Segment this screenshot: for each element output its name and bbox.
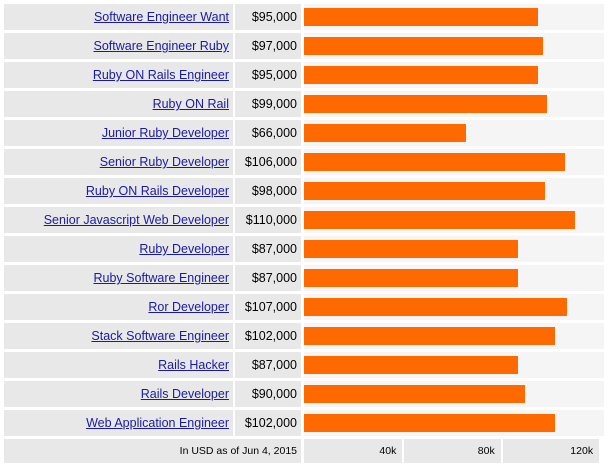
salary-bar bbox=[304, 298, 568, 316]
job-title-link[interactable]: Ruby Software Engineer bbox=[93, 271, 230, 285]
job-title-link[interactable]: Web Application Engineer bbox=[86, 416, 229, 430]
job-title-link[interactable]: Rails Hacker bbox=[158, 358, 229, 372]
salary-value-label: $95,000 bbox=[235, 4, 301, 30]
salary-row: Ror Developer $107,000 bbox=[4, 294, 604, 320]
salary-bar bbox=[304, 95, 548, 113]
salary-table: Software Engineer Want $95,000 Software En… bbox=[4, 4, 604, 463]
salary-value-label: $95,000 bbox=[235, 62, 301, 88]
salary-row: Web Application Engineer $102,000 bbox=[4, 410, 604, 436]
bar-track bbox=[304, 91, 604, 117]
salary-value-label: $107,000 bbox=[235, 294, 301, 320]
job-title-link[interactable]: Software Engineer Want bbox=[93, 10, 229, 24]
salary-bar bbox=[304, 269, 518, 287]
salary-value-label: $98,000 bbox=[235, 178, 301, 204]
job-title-cell: Ruby Software Engineer bbox=[4, 265, 233, 291]
salary-row: Ruby Software Engineer $87,000 bbox=[4, 265, 604, 291]
bar-track bbox=[304, 33, 604, 59]
bar-track bbox=[304, 62, 604, 88]
job-title-link[interactable]: Senior Javascript Web Developer bbox=[43, 213, 229, 227]
salary-value-label: $87,000 bbox=[235, 265, 301, 291]
salary-row: Ruby ON Rails Engineer $95,000 bbox=[4, 62, 604, 88]
job-title-link[interactable]: Ruby Developer bbox=[139, 242, 229, 256]
job-title-cell: Ruby Developer bbox=[4, 236, 233, 262]
salary-row: Senior Javascript Web Developer $110,000 bbox=[4, 207, 604, 233]
salary-row: Ruby Developer $87,000 bbox=[4, 236, 604, 262]
job-title-link[interactable]: Rails Developer bbox=[140, 387, 229, 401]
salary-row: Junior Ruby Developer $66,000 bbox=[4, 120, 604, 146]
salary-value-label: $99,000 bbox=[235, 91, 301, 117]
bar-track bbox=[304, 294, 604, 320]
bar-track bbox=[304, 410, 604, 436]
bar-track bbox=[304, 207, 604, 233]
job-title-link[interactable]: Junior Ruby Developer bbox=[101, 126, 229, 140]
salary-row: Ruby ON Rail $99,000 bbox=[4, 91, 604, 117]
bar-track bbox=[304, 120, 604, 146]
salary-bar bbox=[304, 37, 543, 55]
salary-value-label: $87,000 bbox=[235, 236, 301, 262]
salary-row: Rails Hacker $87,000 bbox=[4, 352, 604, 378]
salary-bar bbox=[304, 66, 538, 84]
salary-bar bbox=[304, 327, 555, 345]
salary-row: Software Engineer Want $95,000 bbox=[4, 4, 604, 30]
salary-bar bbox=[304, 8, 538, 26]
job-title-cell: Ruby ON Rails Developer bbox=[4, 178, 233, 204]
x-tick-label: 80k bbox=[404, 439, 501, 463]
job-title-cell: Software Engineer Want bbox=[4, 4, 233, 30]
salary-bar bbox=[304, 385, 526, 403]
job-title-link[interactable]: Ruby ON Rails Developer bbox=[85, 184, 229, 198]
salary-row: Senior Ruby Developer $106,000 bbox=[4, 149, 604, 175]
job-title-cell: Rails Hacker bbox=[4, 352, 233, 378]
bar-track bbox=[304, 149, 604, 175]
salary-value-label: $102,000 bbox=[235, 410, 301, 436]
x-tick-label: 120k bbox=[502, 439, 600, 463]
job-title-cell: Senior Javascript Web Developer bbox=[4, 207, 233, 233]
salary-value-label: $66,000 bbox=[235, 120, 301, 146]
salary-value-label: $110,000 bbox=[235, 207, 301, 233]
salary-row: Stack Software Engineer $102,000 bbox=[4, 323, 604, 349]
chart-footer: In USD as of Jun 4, 2015 40k 80k 120k bbox=[4, 439, 604, 463]
bar-track bbox=[304, 178, 604, 204]
x-tick-label: 40k bbox=[304, 439, 403, 463]
job-title-cell: Stack Software Engineer bbox=[4, 323, 233, 349]
job-title-cell: Ror Developer bbox=[4, 294, 233, 320]
job-title-link[interactable]: Senior Ruby Developer bbox=[99, 155, 229, 169]
job-title-cell: Rails Developer bbox=[4, 381, 233, 407]
bar-track bbox=[304, 4, 604, 30]
salary-value-label: $87,000 bbox=[235, 352, 301, 378]
salary-value-label: $90,000 bbox=[235, 381, 301, 407]
job-title-link[interactable]: Ror Developer bbox=[148, 300, 229, 314]
bar-track bbox=[304, 352, 604, 378]
bar-track bbox=[304, 265, 604, 291]
bar-track bbox=[304, 323, 604, 349]
job-title-cell: Ruby ON Rail bbox=[4, 91, 233, 117]
job-title-link[interactable]: Software Engineer Ruby bbox=[93, 39, 230, 53]
salary-value-label: $106,000 bbox=[235, 149, 301, 175]
bar-track bbox=[304, 381, 604, 407]
salary-bar bbox=[304, 182, 545, 200]
job-title-cell: Senior Ruby Developer bbox=[4, 149, 233, 175]
job-title-cell: Web Application Engineer bbox=[4, 410, 233, 436]
job-title-link[interactable]: Ruby ON Rail bbox=[152, 97, 229, 111]
x-axis: 40k 80k 120k bbox=[304, 439, 604, 463]
salary-bar bbox=[304, 240, 518, 258]
job-title-link[interactable]: Ruby ON Rails Engineer bbox=[92, 68, 229, 82]
source-note: In USD as of Jun 4, 2015 bbox=[4, 439, 301, 463]
job-title-link[interactable]: Stack Software Engineer bbox=[91, 329, 229, 343]
job-title-cell: Junior Ruby Developer bbox=[4, 120, 233, 146]
salary-bar bbox=[304, 153, 565, 171]
salary-row: Software Engineer Ruby $97,000 bbox=[4, 33, 604, 59]
salary-bar bbox=[304, 211, 575, 229]
bar-track bbox=[304, 236, 604, 262]
salary-row: Rails Developer $90,000 bbox=[4, 381, 604, 407]
job-title-cell: Software Engineer Ruby bbox=[4, 33, 233, 59]
salary-value-label: $97,000 bbox=[235, 33, 301, 59]
salary-value-label: $102,000 bbox=[235, 323, 301, 349]
salary-bar bbox=[304, 124, 467, 142]
job-title-cell: Ruby ON Rails Engineer bbox=[4, 62, 233, 88]
salary-bar bbox=[304, 414, 555, 432]
salary-bar bbox=[304, 356, 518, 374]
salary-row: Ruby ON Rails Developer $98,000 bbox=[4, 178, 604, 204]
